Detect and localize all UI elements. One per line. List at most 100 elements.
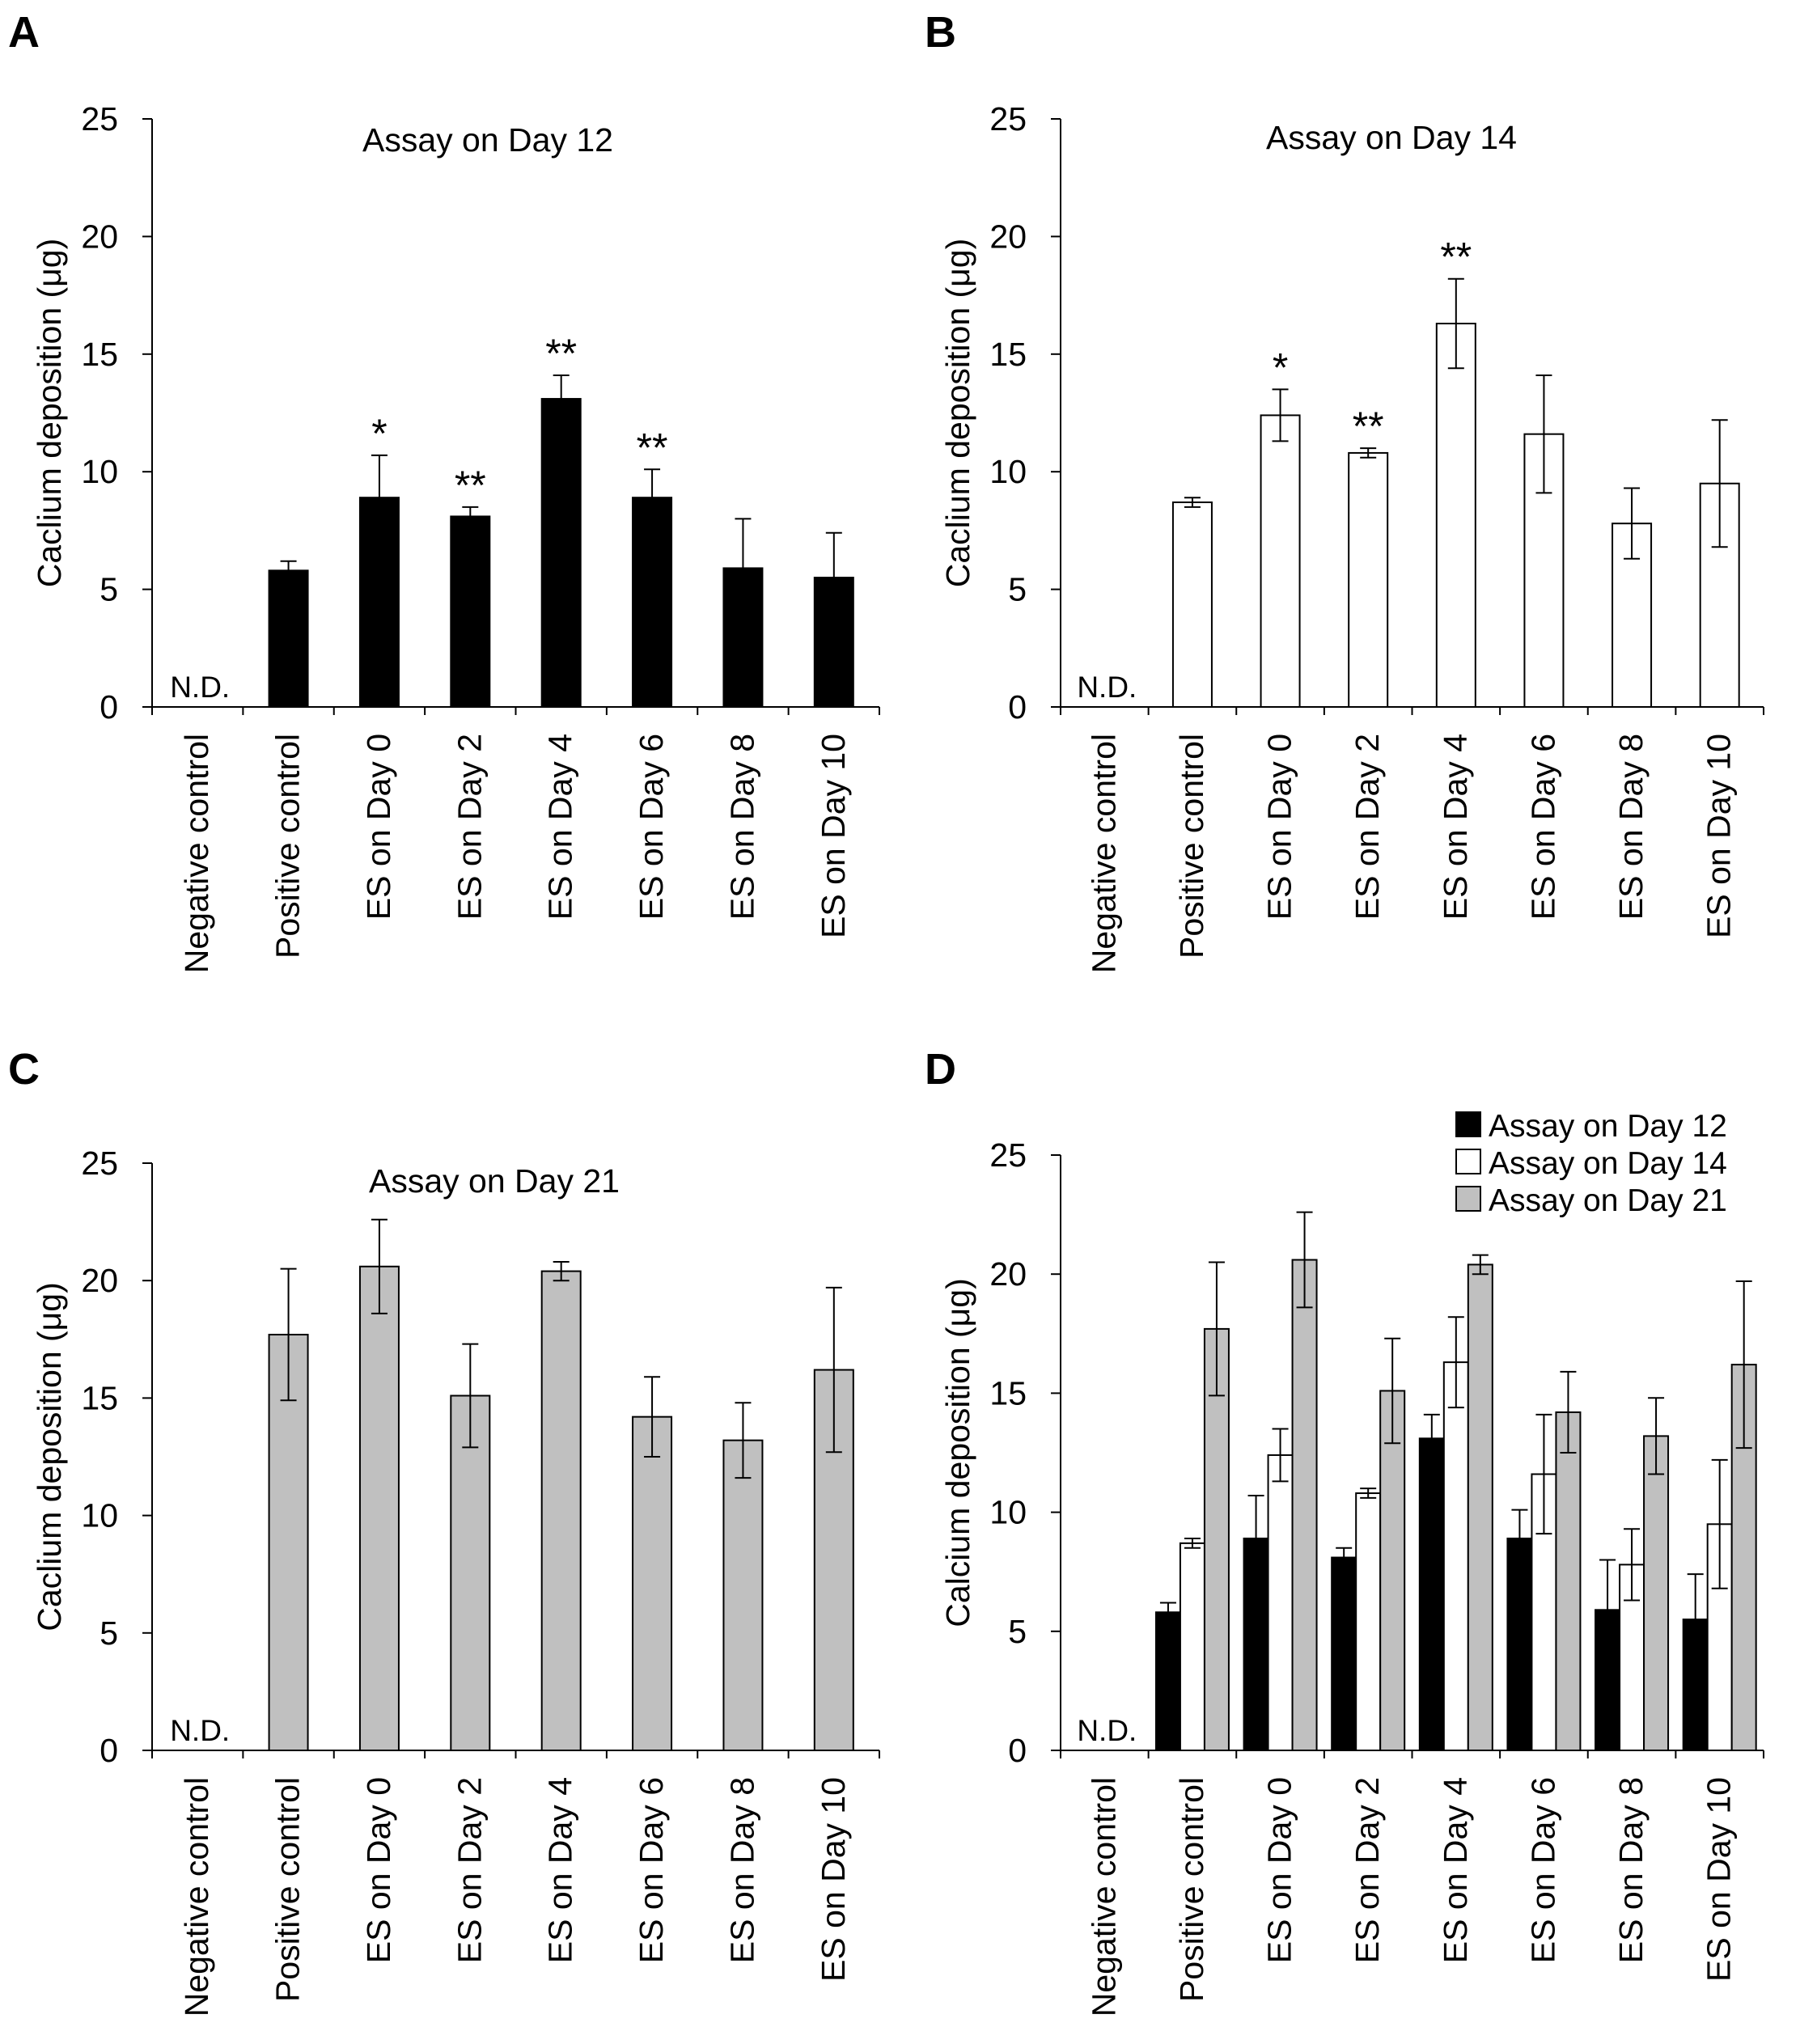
- bar: [1267, 1454, 1294, 1751]
- x-tick-label: ES on Day 4: [542, 734, 579, 920]
- y-tick-label: 10: [81, 1497, 118, 1534]
- y-tick-label: 25: [989, 1136, 1027, 1174]
- y-tick-label: 20: [81, 1262, 118, 1299]
- significance-label: **: [1353, 404, 1384, 449]
- y-tick-label: 5: [100, 571, 118, 608]
- significance-label: *: [1273, 345, 1288, 390]
- bar: [1435, 322, 1476, 708]
- bar: [1171, 501, 1213, 709]
- significance-label: **: [455, 463, 486, 508]
- chart-title: Assay on Day 14: [1266, 119, 1517, 156]
- x-tick-label: Negative control: [178, 734, 215, 973]
- y-axis-label: Caclium deposition (μg): [31, 1282, 68, 1631]
- x-tick-label: Positive control: [1173, 734, 1210, 959]
- bar: [1260, 414, 1301, 709]
- y-axis-label: Caclium deposition (μg): [31, 239, 68, 588]
- bar: [722, 1439, 764, 1751]
- chart-title: Assay on Day 12: [362, 121, 613, 159]
- nd-label: N.D.: [170, 1714, 230, 1747]
- bar: [1179, 1542, 1205, 1751]
- y-tick-label: 25: [81, 1145, 118, 1182]
- chart-panel-b: B Assay on Day 14 0 5 10 15 20 25 Caclium deposi…: [925, 8, 1764, 973]
- bar: [268, 569, 309, 708]
- bar: [540, 398, 582, 708]
- y-tick-label: 25: [989, 100, 1027, 138]
- x-tick-label: ES on Day 8: [723, 1777, 760, 1963]
- x-tick-label: Positive control: [269, 734, 307, 959]
- y-tick-label: 5: [100, 1614, 118, 1652]
- chart-title: Assay on Day 21: [369, 1162, 620, 1200]
- x-tick-label: ES on Day 6: [1524, 734, 1561, 920]
- x-tick-label: Negative control: [178, 1777, 215, 2016]
- bar: [1442, 1361, 1469, 1752]
- significance-label: *: [371, 411, 387, 456]
- x-tick-label: ES on Day 0: [1261, 1777, 1298, 1963]
- y-tick-label: 0: [100, 1732, 118, 1769]
- significance-label: **: [637, 425, 668, 470]
- y-tick-label: 20: [989, 218, 1027, 255]
- x-tick-label: Negative control: [1085, 1777, 1122, 2016]
- x-tick-label: ES on Day 6: [633, 1777, 670, 1963]
- bar: [1331, 1556, 1357, 1752]
- y-tick-label: 15: [81, 336, 118, 373]
- bar: [540, 1270, 582, 1751]
- legend-label: Assay on Day 12: [1489, 1109, 1727, 1144]
- y-tick-label: 0: [100, 688, 118, 726]
- chart-panel-c: C Assay on Day 21 0 5 10 15 20 25 Caclium deposi…: [8, 1045, 880, 2016]
- x-tick-label: ES on Day 10: [815, 734, 852, 938]
- y-tick-label: 10: [989, 1494, 1027, 1531]
- x-tick-label: Positive control: [1173, 1777, 1210, 2002]
- x-tick-label: ES on Day 2: [1349, 734, 1386, 920]
- legend-label: Assay on Day 14: [1489, 1146, 1727, 1181]
- bar: [1291, 1259, 1318, 1751]
- y-axis-label: Calcium deposition (μg): [939, 1278, 976, 1627]
- chart-panel-a: A Assay on Day 12 0 5 10 15 20 25 Caclium deposi…: [8, 8, 880, 973]
- x-tick-label: ES on Day 10: [1700, 1777, 1738, 1982]
- chart-panel-d: D 0 5 10 15 20 25 Calcium deposition (μg) Negati…: [925, 1045, 1764, 2016]
- significance-label: **: [545, 331, 577, 376]
- x-tick-label: ES on Day 8: [1612, 734, 1650, 920]
- bar: [450, 515, 491, 709]
- nd-label: N.D.: [170, 671, 230, 704]
- significance-label: **: [1440, 235, 1472, 280]
- y-tick-label: 5: [1008, 571, 1027, 608]
- bar: [1379, 1390, 1406, 1752]
- y-tick-label: 5: [1008, 1613, 1027, 1650]
- legend-label: Assay on Day 21: [1489, 1183, 1727, 1218]
- x-tick-label: ES on Day 2: [451, 1777, 488, 1963]
- nd-label: N.D.: [1077, 1714, 1137, 1747]
- y-tick-label: 10: [81, 453, 118, 490]
- x-tick-label: ES on Day 0: [360, 734, 397, 920]
- y-tick-label: 20: [81, 218, 118, 255]
- legend-swatch: [1455, 1149, 1481, 1174]
- bar: [1154, 1611, 1181, 1752]
- y-tick-label: 10: [989, 453, 1027, 490]
- bar: [358, 1265, 400, 1751]
- bar: [1643, 1435, 1670, 1751]
- x-tick-label: ES on Day 6: [1524, 1777, 1561, 1963]
- bar: [1555, 1411, 1582, 1752]
- x-tick-label: ES on Day 8: [723, 734, 760, 920]
- bar: [1355, 1492, 1382, 1751]
- bar: [1418, 1437, 1445, 1752]
- bar: [268, 1333, 309, 1751]
- nd-label: N.D.: [1077, 671, 1137, 704]
- y-tick-label: 0: [1008, 688, 1027, 726]
- x-tick-label: ES on Day 10: [1700, 734, 1738, 938]
- y-tick-label: 15: [989, 336, 1027, 373]
- x-tick-label: ES on Day 2: [1349, 1777, 1386, 1963]
- bar: [1506, 1537, 1533, 1751]
- x-tick-label: ES on Day 10: [815, 1777, 852, 1982]
- bar: [1467, 1263, 1493, 1751]
- bar: [632, 1416, 673, 1751]
- bar: [632, 497, 673, 708]
- x-tick-label: Positive control: [269, 1777, 307, 2002]
- panel-letter: D: [925, 1045, 956, 1094]
- x-tick-label: ES on Day 4: [542, 1777, 579, 1963]
- panel-letter: C: [8, 1045, 40, 1094]
- bar: [1348, 451, 1389, 708]
- legend-swatch: [1455, 1186, 1481, 1212]
- x-tick-label: ES on Day 0: [360, 1777, 397, 1963]
- y-tick-label: 20: [989, 1255, 1027, 1293]
